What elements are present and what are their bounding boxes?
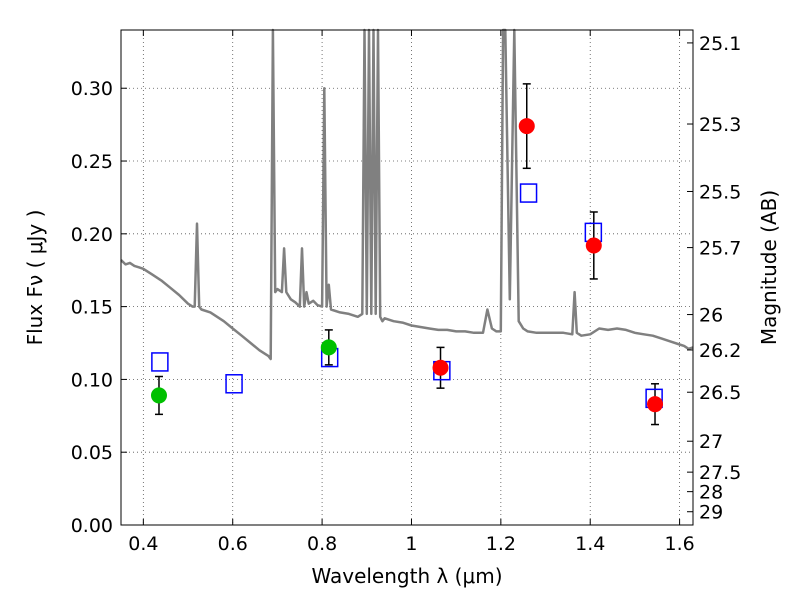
right-tick-label: 28	[699, 482, 723, 504]
spectrum-line	[120, 28, 694, 361]
right-tick-label: 26.2	[699, 340, 741, 362]
red-data-point	[647, 396, 664, 413]
right-tick-label: 25.7	[699, 238, 741, 260]
y-axis-label: Flux Fν ( μJy )	[23, 210, 47, 346]
right-tick-label: 25.5	[699, 181, 741, 203]
red-data-point	[432, 359, 449, 376]
right-tick-label: 29	[699, 502, 723, 524]
x-tick-label: 1	[405, 533, 417, 555]
model-square	[519, 183, 538, 203]
y-tick-label: 0.15	[71, 297, 113, 319]
x-axis-label: Wavelength λ (μm)	[311, 564, 502, 588]
x-tick-label: 1.6	[664, 533, 694, 555]
x-tick-label: 1.2	[486, 533, 516, 555]
right-axis-label: Magnitude (AB)	[757, 190, 781, 345]
right-tick-label: 27	[699, 431, 723, 453]
red-data-point	[585, 237, 602, 254]
y-tick-label: 0.20	[71, 224, 113, 246]
green-data-point	[320, 339, 337, 356]
right-tick-label: 25.3	[699, 114, 741, 136]
x-tick-label: 1.4	[575, 533, 605, 555]
green-data-point	[150, 387, 167, 404]
x-tick-label: 0.6	[218, 533, 248, 555]
axis-ticks: 0.4 0.6 0.8 1 1.2 1.4 1.6 0.00 0.05 0.10 0.15 0.20 0…	[71, 30, 741, 555]
model-square	[151, 352, 169, 372]
model-squares-series	[151, 183, 663, 409]
y-tick-label: 0.00	[71, 515, 113, 537]
red-data-point	[518, 118, 535, 135]
y-tick-label: 0.10	[71, 369, 113, 391]
y-tick-label: 0.05	[71, 442, 113, 464]
grid-lines	[121, 30, 693, 525]
y-tick-label: 0.25	[71, 151, 113, 173]
right-tick-label: 25.1	[699, 33, 741, 55]
observed-points-series	[150, 118, 664, 413]
error-bars	[154, 83, 660, 426]
plot-frame	[120, 29, 694, 526]
model-square	[225, 374, 243, 394]
x-tick-label: 0.4	[128, 533, 158, 555]
y-tick-label: 0.30	[71, 78, 113, 100]
right-tick-label: 26.5	[699, 382, 741, 404]
right-tick-label: 26	[699, 305, 723, 327]
spectrum-series	[120, 28, 694, 361]
right-tick-label: 27.5	[699, 462, 741, 484]
x-tick-label: 0.8	[307, 533, 337, 555]
